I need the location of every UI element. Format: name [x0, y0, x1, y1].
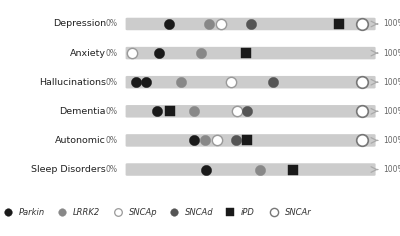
Text: 100%: 100% [383, 20, 400, 29]
Point [218, 22, 224, 26]
FancyBboxPatch shape [126, 47, 376, 59]
Text: 100%: 100% [383, 165, 400, 174]
Point [336, 22, 343, 26]
Text: SNCAr: SNCAr [285, 208, 312, 217]
Text: SNCAd: SNCAd [185, 208, 214, 217]
Text: 0%: 0% [106, 78, 118, 87]
Text: 100%: 100% [383, 136, 400, 145]
Text: 0%: 0% [106, 107, 118, 116]
FancyBboxPatch shape [126, 163, 376, 176]
Point [154, 110, 160, 113]
Point [142, 80, 149, 84]
Point [358, 80, 365, 84]
Point [358, 139, 365, 142]
Point [191, 139, 197, 142]
Text: Autonomic: Autonomic [55, 136, 106, 145]
Point [202, 139, 208, 142]
Point [247, 22, 254, 26]
Point [232, 139, 239, 142]
Point [191, 110, 197, 113]
Point [206, 22, 212, 26]
Point [358, 110, 365, 113]
Text: 0%: 0% [106, 165, 118, 174]
Point [234, 110, 240, 113]
Text: Sleep Disorders: Sleep Disorders [31, 165, 106, 174]
Point [133, 80, 139, 84]
Text: Anxiety: Anxiety [70, 49, 106, 58]
Point [270, 80, 276, 84]
Text: 0%: 0% [106, 49, 118, 58]
Text: 100%: 100% [383, 78, 400, 87]
FancyBboxPatch shape [126, 134, 376, 147]
Text: 0%: 0% [106, 136, 118, 145]
Point [228, 80, 234, 84]
Point [227, 211, 233, 214]
Point [178, 80, 185, 84]
Text: 100%: 100% [383, 49, 400, 58]
FancyBboxPatch shape [126, 76, 376, 88]
Point [156, 51, 162, 55]
Text: 100%: 100% [383, 107, 400, 116]
Point [289, 168, 296, 171]
Text: Depression: Depression [53, 20, 106, 29]
Point [198, 51, 204, 55]
Text: 0%: 0% [106, 20, 118, 29]
Text: SNCAp: SNCAp [129, 208, 158, 217]
Text: LRRK2: LRRK2 [73, 208, 100, 217]
Point [244, 110, 250, 113]
Text: Dementia: Dementia [60, 107, 106, 116]
Point [59, 211, 65, 214]
Point [244, 139, 250, 142]
Point [167, 110, 174, 113]
Point [171, 211, 177, 214]
Point [271, 211, 277, 214]
FancyBboxPatch shape [126, 18, 376, 30]
Point [242, 51, 249, 55]
Point [115, 211, 121, 214]
Point [214, 139, 220, 142]
FancyBboxPatch shape [126, 105, 376, 118]
Point [166, 22, 172, 26]
Point [5, 211, 11, 214]
Point [129, 51, 135, 55]
Point [257, 168, 264, 171]
Text: Hallucinations: Hallucinations [39, 78, 106, 87]
Text: iPD: iPD [241, 208, 255, 217]
Point [358, 22, 365, 26]
Text: Parkin: Parkin [19, 208, 45, 217]
Point [203, 168, 209, 171]
